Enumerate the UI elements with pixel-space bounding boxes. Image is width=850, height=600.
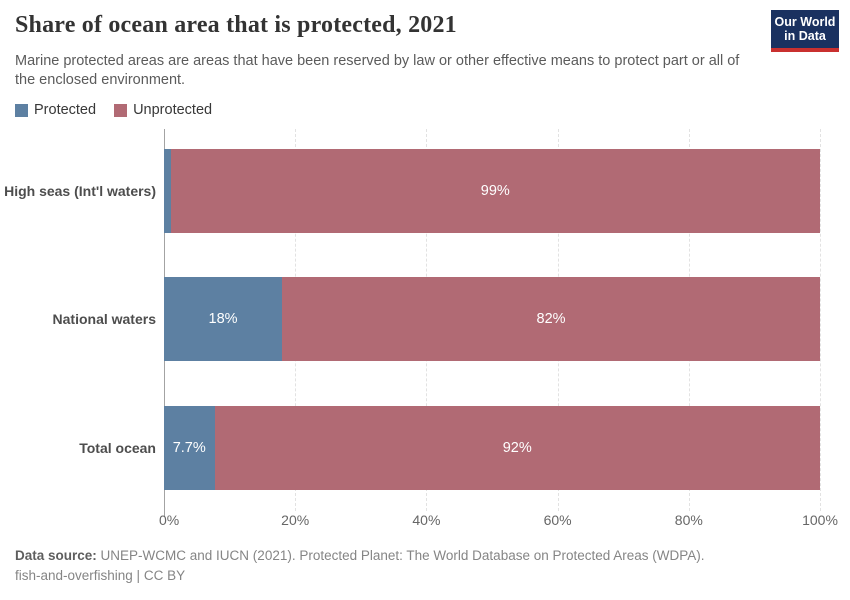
x-tick-label: 20% <box>281 512 310 528</box>
bar-value-label: 92% <box>502 440 532 456</box>
chart-subtitle: Marine protected areas are areas that ha… <box>15 53 740 88</box>
legend-item-unprotected[interactable]: Unprotected <box>114 102 212 118</box>
plot-area: 99% 18% 82% 7.7% 92% <box>164 129 821 517</box>
bar-value-label: 18% <box>208 311 238 327</box>
bar-segment-protected[interactable]: 18% <box>164 277 283 361</box>
data-source-line: Data source: UNEP-WCMC and IUCN (2021). … <box>15 546 705 566</box>
category-label: National waters <box>52 311 156 327</box>
owid-logo-line1: Our World <box>774 15 836 29</box>
x-tick-label: 0% <box>159 512 180 528</box>
bar-segment-unprotected[interactable]: 82% <box>282 277 820 361</box>
legend-swatch-icon <box>114 103 128 117</box>
bar-value-label: 82% <box>536 311 566 327</box>
owid-logo-line2: in Data <box>784 29 826 43</box>
category-label: Total ocean <box>79 440 156 456</box>
legend-label: Protected <box>34 102 97 118</box>
footer: Data source: UNEP-WCMC and IUCN (2021). … <box>15 546 705 586</box>
bar-segment-unprotected[interactable]: 92% <box>214 406 820 490</box>
gridline <box>820 129 821 511</box>
bar-value-label: 99% <box>480 183 510 199</box>
bar-value-label: 7.7% <box>172 440 206 456</box>
bar-segment-protected[interactable]: 7.7% <box>164 406 215 490</box>
x-tick-label: 100% <box>802 512 838 528</box>
x-tick-label: 60% <box>543 512 572 528</box>
bar-segment-unprotected[interactable]: 99% <box>170 149 820 233</box>
bar-segment-protected[interactable] <box>164 149 171 233</box>
category-label: High seas (Int'l waters) <box>4 183 156 199</box>
license-line: fish-and-overfishing | CC BY <box>15 568 186 583</box>
legend-swatch-icon <box>15 103 28 117</box>
legend-item-protected[interactable]: Protected <box>15 102 96 118</box>
bar-row: 7.7% 92% <box>164 406 820 490</box>
owid-logo[interactable]: Our World in Data <box>771 10 839 52</box>
legend-label: Unprotected <box>133 102 213 118</box>
bar-row: 99% <box>164 149 820 233</box>
bar-row: 18% 82% <box>164 277 820 361</box>
data-source-label: Data source: <box>15 548 97 563</box>
x-tick-label: 80% <box>674 512 703 528</box>
data-source-text: UNEP-WCMC and IUCN (2021). Protected Pla… <box>100 548 705 563</box>
x-tick-label: 40% <box>412 512 441 528</box>
legend: Protected Unprotected <box>15 102 212 118</box>
chart-title: Share of ocean area that is protected, 2… <box>15 12 457 38</box>
